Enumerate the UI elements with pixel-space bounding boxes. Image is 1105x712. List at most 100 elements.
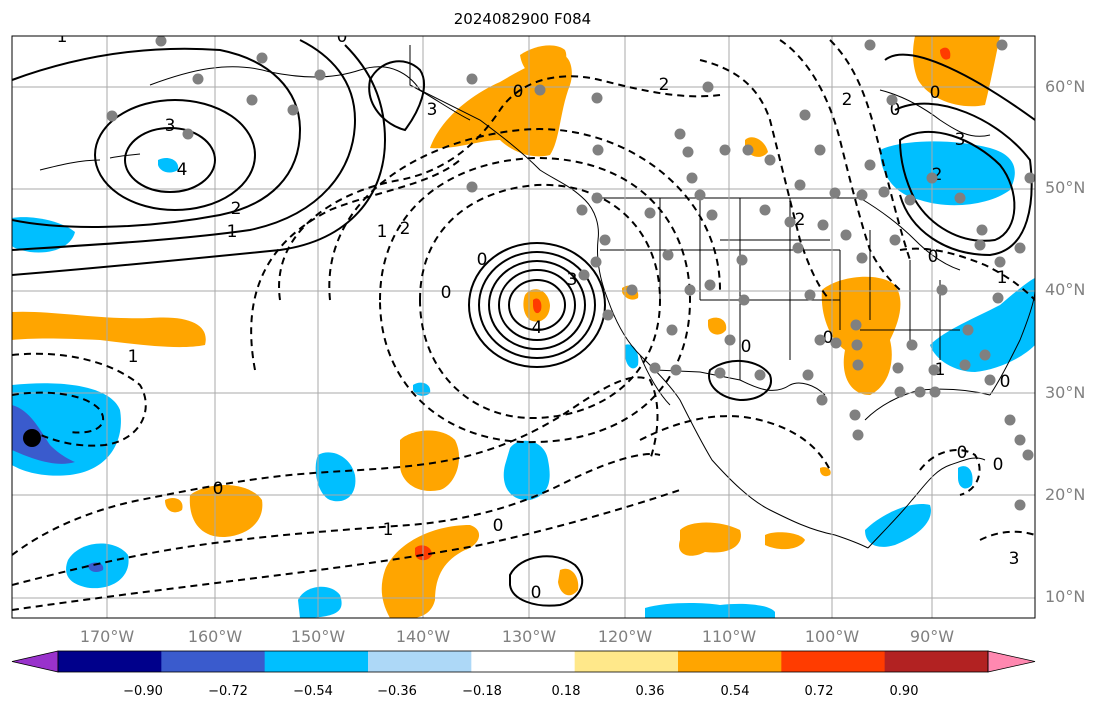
marker-dot xyxy=(994,256,1006,268)
contour-label: 0 xyxy=(741,337,752,357)
marker-dot xyxy=(892,362,904,374)
colorbar-segment xyxy=(574,651,679,672)
marker-dot xyxy=(256,52,268,64)
lon-label-90w: 90°W xyxy=(909,627,955,646)
marker-dot xyxy=(599,234,611,246)
shade-blue-s3 xyxy=(645,603,775,618)
marker-dot xyxy=(794,179,806,191)
shade-mid-orange xyxy=(400,430,460,491)
contour-label: 0 xyxy=(337,27,348,47)
marker-dot xyxy=(682,146,694,158)
colorbar-segment xyxy=(161,651,266,672)
dash-plains-2 xyxy=(779,39,901,291)
shade-orange-mx2 xyxy=(765,532,805,550)
hudson-contour-1 xyxy=(898,130,1016,242)
dash-ring-1 xyxy=(418,183,662,420)
marker-dot xyxy=(759,204,771,216)
shade-blue-east xyxy=(930,278,1035,372)
colorbar-segment xyxy=(368,651,472,672)
contour-label: 1 xyxy=(383,520,394,540)
marker-dot xyxy=(534,84,546,96)
marker-dot xyxy=(849,409,861,421)
contour-label: 2 xyxy=(400,219,411,239)
contour-label: 0 xyxy=(993,455,1004,475)
marker-dot xyxy=(817,219,829,231)
marker-dot xyxy=(1014,499,1026,511)
lon-label-120w: 120°W xyxy=(597,627,653,646)
marker-dot xyxy=(591,92,603,104)
colorbar-tick: −0.72 xyxy=(208,684,248,699)
marker-dot xyxy=(962,324,974,336)
colorbar-segment xyxy=(264,651,369,672)
lat-label-60: 60°N xyxy=(1045,77,1086,96)
colorbar-segment xyxy=(58,651,162,672)
map-title: 2024082900 F084 xyxy=(453,10,592,28)
dash-plains-3 xyxy=(829,39,911,261)
colorbar-tick: −0.90 xyxy=(123,684,163,699)
lon-label-170w: 170°W xyxy=(79,627,135,646)
contour-label: 0 xyxy=(1000,372,1011,392)
contour-label: 0 xyxy=(531,583,542,603)
contour-label: 1 xyxy=(128,347,139,367)
marker-dot xyxy=(864,39,876,51)
lat-label-10: 10°N xyxy=(1045,587,1086,606)
marker-dot xyxy=(906,339,918,351)
contour-label: 1 xyxy=(935,360,946,380)
contour-label: 2 xyxy=(932,165,943,185)
low-contour-5 xyxy=(468,242,606,368)
contour-label: 0 xyxy=(493,516,504,536)
aleutian-contour-1 xyxy=(124,127,216,193)
dash-carib xyxy=(979,530,1035,541)
colorbar-frame xyxy=(57,650,989,673)
lat-label-40: 40°N xyxy=(1045,280,1086,299)
aleutian-contour-3 xyxy=(12,47,302,228)
marker-dot xyxy=(856,252,868,264)
marker-dot xyxy=(738,294,750,306)
border-us-mexico xyxy=(654,369,826,396)
contour-label: 0 xyxy=(477,250,488,270)
marker-dot xyxy=(674,128,686,140)
marker-dot xyxy=(106,110,118,122)
marker-dot xyxy=(929,386,941,398)
shade-bc-orange2 xyxy=(520,45,567,80)
colorbar-tick: −0.36 xyxy=(377,684,417,699)
shade-orange-small xyxy=(165,498,183,513)
gridlines xyxy=(12,36,1035,618)
marker-dot xyxy=(719,144,731,156)
marker-dot xyxy=(704,279,716,291)
marker-dot xyxy=(1024,172,1035,184)
contour-label: 3 xyxy=(1009,549,1020,569)
dash-ring-3 xyxy=(328,128,721,301)
marker-dot xyxy=(928,364,940,376)
marker-dot xyxy=(864,159,876,171)
lat-label-20: 20°N xyxy=(1045,485,1086,504)
colorbar-segment xyxy=(781,651,886,672)
south-contour xyxy=(509,555,584,607)
marker-dot xyxy=(666,324,678,336)
marker-dot xyxy=(576,204,588,216)
contour-label: 0 xyxy=(930,83,941,103)
shade-orange-mx1 xyxy=(679,522,741,556)
colorbar-tick: 0.72 xyxy=(804,684,834,699)
low-contour-3 xyxy=(488,260,586,350)
marker-dot xyxy=(592,144,604,156)
marker-dot xyxy=(816,394,828,406)
contour-label: 2 xyxy=(795,210,806,230)
colorbar-tick: 0.36 xyxy=(635,684,665,699)
marker-dot xyxy=(976,224,988,236)
hudson-contour-3 xyxy=(884,53,1035,121)
marker-dot xyxy=(1014,434,1026,446)
marker-dot xyxy=(602,309,614,321)
colorbar-max-extend xyxy=(987,650,1036,673)
contours xyxy=(12,39,1035,611)
aleutian-contour-2 xyxy=(94,99,256,211)
marker-dot xyxy=(792,242,804,254)
shade-blue-sm2 xyxy=(958,466,973,489)
marker-dot xyxy=(590,256,602,268)
marker-dot xyxy=(878,186,890,198)
marker-dot xyxy=(591,192,603,204)
marker-dot xyxy=(830,337,842,349)
shade-orange-pac xyxy=(189,484,263,538)
contour-label: 2 xyxy=(842,90,853,110)
